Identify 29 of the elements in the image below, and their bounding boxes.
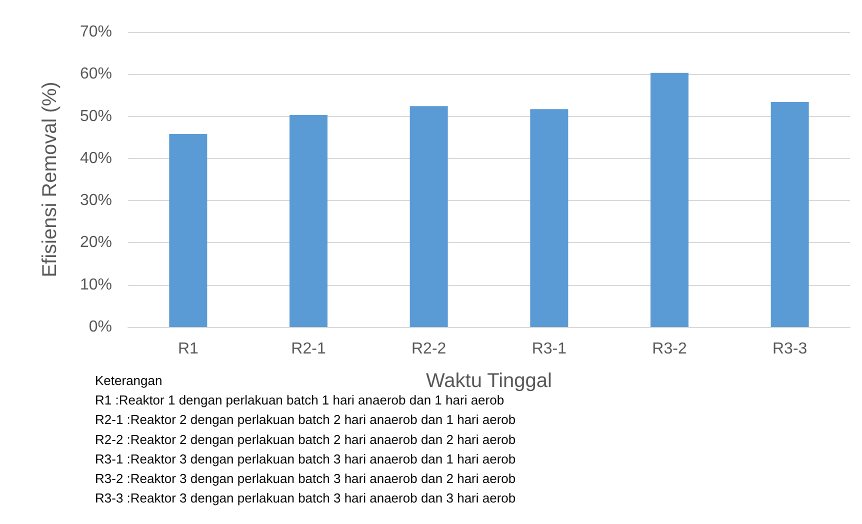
y-tick-label: 70% <box>80 24 112 40</box>
x-tick-label: R3-2 <box>652 340 687 358</box>
text: R1 :Reaktor 1 dengan perlakuan batch 1 hari anaerob dan 1 hari aerob <box>95 392 504 408</box>
text: R2-1 :Reaktor 2 dengan perlakuan batch 2 hari anaerob dan 1 hari aerob <box>95 412 516 428</box>
x-tick-label: R3-3 <box>772 340 808 358</box>
x-tick-label: R2-1 <box>291 340 326 358</box>
x-tick-label: R1 <box>178 340 198 358</box>
y-tick-label: 20% <box>80 234 112 252</box>
y-tick-label: 60% <box>80 66 112 83</box>
y-tick-label: 10% <box>80 276 112 294</box>
bar <box>290 115 328 327</box>
x-tick-label: R2-2 <box>411 340 446 358</box>
bar <box>650 72 688 327</box>
bar <box>410 106 448 327</box>
text: R3-1 :Reaktor 3 dengan perlakuan batch 3 hari anaerob dan 1 hari aerob <box>95 451 516 466</box>
x-tick-label: R3-1 <box>532 340 567 358</box>
bar <box>770 102 809 327</box>
text: R2-2 :Reaktor 2 dengan perlakuan batch 2 hari anaerob dan 2 hari aerob <box>95 432 516 447</box>
y-axis-title: Efisiensi Removal (%) <box>39 82 61 278</box>
y-tick-label: 30% <box>80 192 112 210</box>
x-axis-title: Waktu Tinggal <box>426 370 552 392</box>
y-tick-label: 40% <box>80 150 112 167</box>
text: R3-3 :Reaktor 3 dengan perlakuan batch 3 hari anaerob dan 3 hari aerob <box>95 490 516 506</box>
bar <box>530 109 568 327</box>
y-tick-label: 50% <box>80 108 112 125</box>
text: Keterangan <box>95 373 162 388</box>
bar <box>169 134 208 327</box>
text: R3-2 :Reaktor 3 dengan perlakuan batch 3 hari anaerob dan 2 hari aerob <box>95 471 516 486</box>
y-tick-label: 0% <box>88 318 112 336</box>
